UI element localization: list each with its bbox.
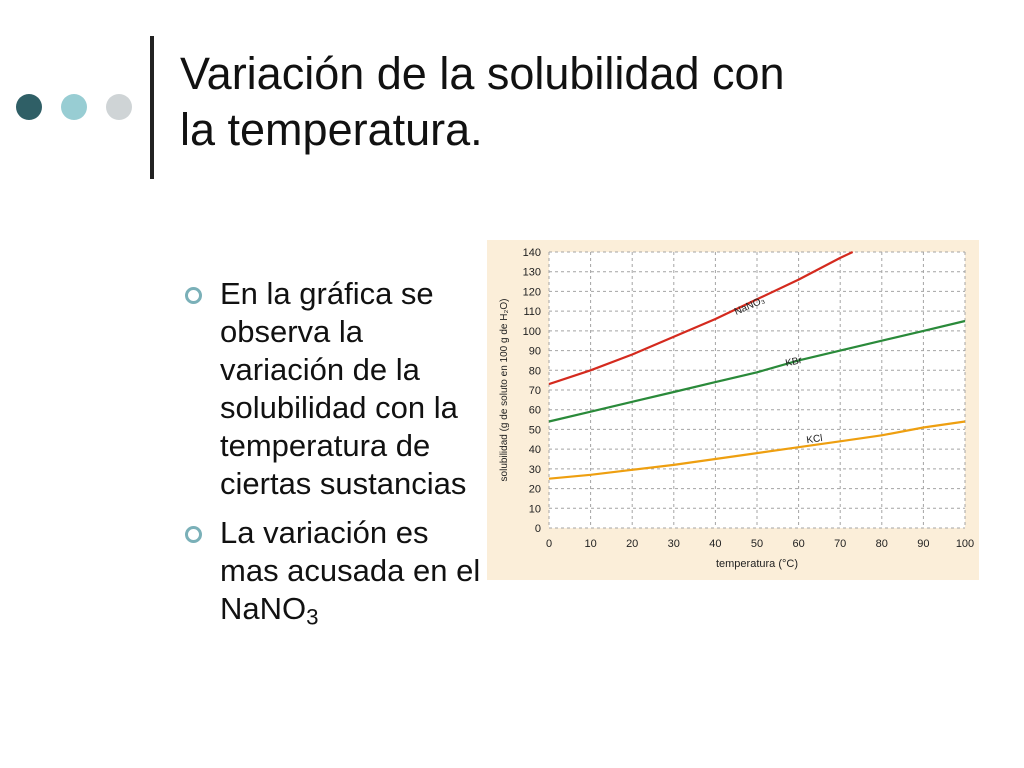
bullet-formula: NaNO3 <box>220 590 545 628</box>
x-tick-label: 20 <box>626 538 638 550</box>
y-tick-label: 140 <box>523 247 541 259</box>
y-tick-label: 80 <box>529 365 541 377</box>
bullet-line: ciertas sustancias <box>220 466 467 501</box>
y-tick-label: 20 <box>529 484 541 496</box>
title-line: Variación de la solubilidad con <box>180 48 785 99</box>
series-label: KCl <box>806 433 823 446</box>
bullet-list: En la gráfica se observa la variación de… <box>185 275 545 639</box>
bullet-item: La variación es mas acusada en el NaNO3 <box>185 514 545 628</box>
formula-subscript: 3 <box>306 604 319 630</box>
dot-mid <box>61 94 87 120</box>
bullet-item: En la gráfica se observa la variación de… <box>185 275 545 503</box>
y-tick-label: 30 <box>529 464 541 476</box>
y-tick-label: 60 <box>529 405 541 417</box>
title-divider <box>150 36 154 179</box>
x-tick-label: 40 <box>709 538 721 550</box>
y-tick-label: 120 <box>523 286 541 298</box>
bullet-line: solubilidad con la <box>220 390 458 425</box>
y-tick-label: 50 <box>529 424 541 436</box>
bullet-ring-icon <box>185 287 202 304</box>
x-tick-label: 80 <box>876 538 888 550</box>
x-tick-label: 100 <box>956 538 974 550</box>
series-line <box>548 251 854 386</box>
dot-light <box>106 94 132 120</box>
chart-svg: 0 10 20 30 40 50 60 70 80 90 100 110 120 130 140 0 10 20 3… <box>487 240 979 580</box>
x-tick-label: 90 <box>917 538 929 550</box>
solubility-chart: 0 10 20 30 40 50 60 70 80 90 100 110 120 130 140 0 10 20 3… <box>487 240 979 580</box>
series-label: KBr <box>784 355 803 369</box>
slide-title: Variación de la solubilidad con la tempe… <box>180 46 980 158</box>
bullet-line: variación de la <box>220 352 420 387</box>
x-tick-label: 50 <box>751 538 763 550</box>
y-tick-label: 100 <box>523 326 541 338</box>
x-tick-label: 0 <box>546 538 552 550</box>
bullet-line: observa la <box>220 314 364 349</box>
y-tick-label: 70 <box>529 385 541 397</box>
decorative-dots <box>16 94 134 120</box>
y-tick-label: 40 <box>529 444 541 456</box>
bullet-line: mas acusada en el <box>220 553 481 588</box>
series-line <box>548 319 966 423</box>
bullet-line: La variación es <box>220 515 429 550</box>
y-tick-label: 110 <box>523 306 541 318</box>
x-axis-label: temperatura (°C) <box>716 558 798 570</box>
bullet-ring-icon <box>185 526 202 543</box>
y-axis-label: solubilidad (g de soluto en 100 g de H₂O… <box>499 299 510 482</box>
series-line <box>548 420 966 480</box>
y-tick-label: 0 <box>535 523 541 535</box>
bullet-line: En la gráfica se <box>220 276 434 311</box>
x-tick-label: 30 <box>668 538 680 550</box>
x-tick-label: 60 <box>792 538 804 550</box>
bullet-line: temperatura de <box>220 428 431 463</box>
dot-dark <box>16 94 42 120</box>
y-tick-label: 90 <box>529 346 541 358</box>
title-line: la temperatura. <box>180 104 483 155</box>
y-tick-label: 130 <box>523 267 541 279</box>
y-tick-label: 10 <box>529 503 541 515</box>
x-tick-label: 70 <box>834 538 846 550</box>
x-tick-label: 10 <box>584 538 596 550</box>
formula-base: NaNO <box>220 591 307 626</box>
